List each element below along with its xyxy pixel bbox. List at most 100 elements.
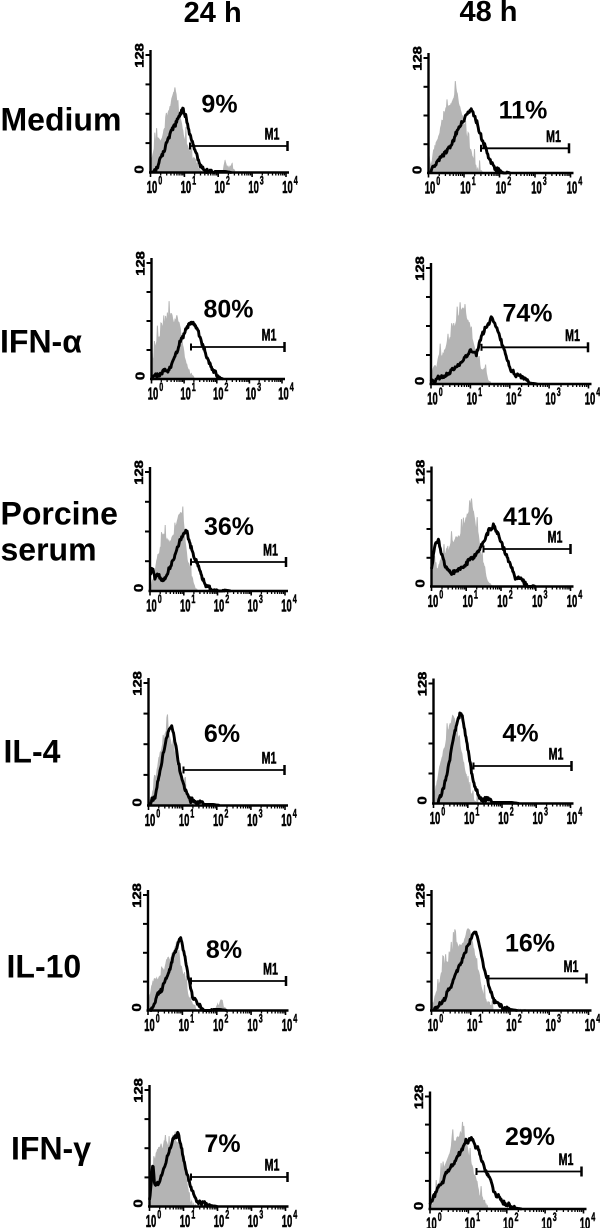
svg-text:4: 4 <box>578 175 583 188</box>
svg-text:10: 10 <box>282 1211 293 1228</box>
svg-text:M1: M1 <box>559 1151 574 1169</box>
svg-text:10: 10 <box>281 595 292 615</box>
svg-text:10: 10 <box>144 1015 155 1035</box>
svg-text:2: 2 <box>515 1211 519 1224</box>
svg-text:0: 0 <box>439 1013 443 1026</box>
svg-text:2: 2 <box>225 593 229 606</box>
svg-text:1: 1 <box>476 1211 481 1224</box>
svg-text:10: 10 <box>585 1015 596 1035</box>
svg-text:0: 0 <box>130 798 145 807</box>
svg-text:0: 0 <box>410 166 425 175</box>
svg-text:2: 2 <box>507 175 511 188</box>
svg-text:0: 0 <box>158 593 162 606</box>
svg-text:10: 10 <box>464 808 475 828</box>
svg-text:10: 10 <box>282 1015 293 1035</box>
svg-text:10: 10 <box>148 383 159 403</box>
svg-text:0: 0 <box>158 175 162 188</box>
svg-text:M1: M1 <box>262 749 277 767</box>
svg-text:10: 10 <box>567 177 578 197</box>
svg-text:M1: M1 <box>265 1156 280 1174</box>
svg-text:1: 1 <box>478 386 483 399</box>
svg-text:128: 128 <box>411 46 424 70</box>
svg-text:10: 10 <box>460 177 471 197</box>
svg-text:4: 4 <box>293 1209 298 1222</box>
svg-text:M1: M1 <box>565 327 580 345</box>
svg-text:10: 10 <box>428 591 439 611</box>
svg-text:3: 3 <box>259 1013 263 1026</box>
svg-text:10: 10 <box>281 810 292 830</box>
svg-text:128: 128 <box>130 883 143 907</box>
svg-text:2: 2 <box>224 381 228 394</box>
svg-text:10: 10 <box>541 1213 552 1228</box>
svg-text:0: 0 <box>411 1202 426 1211</box>
svg-text:0: 0 <box>157 1209 161 1222</box>
svg-text:128: 128 <box>414 883 427 907</box>
svg-text:10: 10 <box>428 1015 439 1035</box>
svg-text:0: 0 <box>441 806 445 819</box>
svg-text:10: 10 <box>247 810 258 830</box>
svg-text:1: 1 <box>472 175 477 188</box>
svg-text:10: 10 <box>496 177 507 197</box>
svg-text:10: 10 <box>213 383 224 403</box>
svg-text:10: 10 <box>465 1213 476 1228</box>
svg-text:4: 4 <box>293 808 298 821</box>
svg-text:128: 128 <box>132 460 145 484</box>
svg-text:2: 2 <box>518 1013 522 1026</box>
svg-text:128: 128 <box>416 672 429 696</box>
svg-text:Medium: Medium <box>1 102 122 138</box>
svg-text:128: 128 <box>131 671 144 695</box>
svg-text:IFN-α: IFN-α <box>0 324 82 360</box>
svg-text:80%: 80% <box>203 296 253 324</box>
svg-text:128: 128 <box>134 251 147 275</box>
svg-text:10: 10 <box>463 591 474 611</box>
svg-text:10: 10 <box>180 1211 191 1228</box>
svg-text:0: 0 <box>439 386 443 399</box>
svg-text:4: 4 <box>293 593 298 606</box>
svg-text:10: 10 <box>213 1015 224 1035</box>
svg-text:10: 10 <box>533 808 544 828</box>
svg-text:10: 10 <box>213 810 224 830</box>
svg-text:128: 128 <box>413 256 426 280</box>
svg-text:3: 3 <box>557 1013 561 1026</box>
svg-text:0: 0 <box>413 1003 428 1012</box>
svg-text:2: 2 <box>509 589 513 602</box>
svg-text:7%: 7% <box>204 1130 240 1158</box>
svg-text:4: 4 <box>290 381 295 394</box>
svg-text:10: 10 <box>147 177 158 197</box>
svg-text:M1: M1 <box>549 745 564 763</box>
svg-text:4: 4 <box>293 1013 298 1026</box>
svg-text:10: 10 <box>503 1213 514 1228</box>
svg-text:128: 128 <box>412 1085 425 1109</box>
svg-text:0: 0 <box>415 796 430 805</box>
svg-text:10: 10 <box>585 388 596 408</box>
svg-text:1: 1 <box>190 1013 195 1026</box>
svg-text:0: 0 <box>412 377 427 386</box>
svg-text:2: 2 <box>225 1209 229 1222</box>
svg-text:9%: 9% <box>201 91 237 119</box>
svg-text:2: 2 <box>224 1013 228 1026</box>
svg-text:10: 10 <box>546 1015 557 1035</box>
svg-text:1: 1 <box>192 381 197 394</box>
svg-text:M1: M1 <box>265 125 280 143</box>
svg-text:4: 4 <box>596 1013 600 1026</box>
svg-text:4: 4 <box>578 806 583 819</box>
svg-text:10: 10 <box>215 177 226 197</box>
svg-text:1: 1 <box>192 175 197 188</box>
svg-text:0: 0 <box>132 165 147 174</box>
svg-text:3: 3 <box>259 1209 263 1222</box>
svg-text:10: 10 <box>180 383 191 403</box>
svg-text:10: 10 <box>146 1211 157 1228</box>
svg-text:0: 0 <box>131 1199 146 1208</box>
svg-text:0: 0 <box>413 579 428 588</box>
svg-text:128: 128 <box>414 460 427 484</box>
svg-text:0: 0 <box>159 381 163 394</box>
svg-text:10: 10 <box>567 591 578 611</box>
svg-text:1: 1 <box>474 589 479 602</box>
svg-text:3: 3 <box>257 381 261 394</box>
svg-text:3: 3 <box>557 386 561 399</box>
svg-text:10: 10 <box>214 1211 225 1228</box>
svg-text:0: 0 <box>133 372 148 381</box>
svg-text:10: 10 <box>506 1015 517 1035</box>
svg-text:10: 10 <box>545 388 556 408</box>
svg-text:1: 1 <box>478 1013 483 1026</box>
